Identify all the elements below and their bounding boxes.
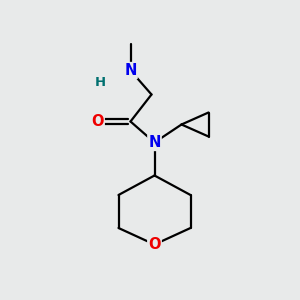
- Text: N: N: [124, 63, 137, 78]
- Text: O: O: [148, 237, 161, 252]
- Text: O: O: [91, 114, 104, 129]
- Text: H: H: [95, 76, 106, 89]
- Text: N: N: [148, 135, 161, 150]
